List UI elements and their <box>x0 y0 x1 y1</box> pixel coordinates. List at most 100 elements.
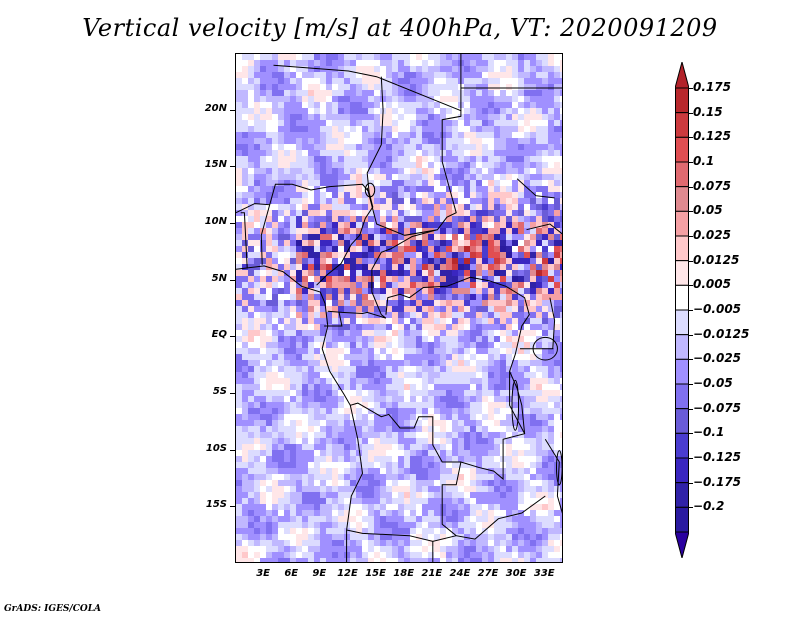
field-cell <box>416 96 422 102</box>
field-cell <box>380 192 386 198</box>
field-cell <box>338 408 344 414</box>
field-cell <box>410 246 416 252</box>
field-cell <box>398 138 404 144</box>
field-cell <box>320 480 326 486</box>
field-cell <box>404 210 410 216</box>
field-cell <box>506 204 512 210</box>
field-cell <box>392 222 398 228</box>
field-cell <box>296 222 302 228</box>
field-cell <box>290 522 296 528</box>
field-cell <box>434 60 440 66</box>
field-cell <box>332 522 338 528</box>
field-cell <box>470 498 476 504</box>
field-cell <box>518 324 524 330</box>
field-cell <box>434 312 440 318</box>
field-cell <box>476 486 482 492</box>
field-cell <box>446 72 452 78</box>
field-cell <box>512 162 518 168</box>
field-cell <box>542 372 548 378</box>
field-cell <box>320 84 326 90</box>
field-cell <box>410 78 416 84</box>
field-cell <box>386 402 392 408</box>
field-cell <box>428 186 434 192</box>
field-cell <box>422 270 428 276</box>
field-cell <box>314 120 320 126</box>
field-cell <box>278 240 284 246</box>
field-cell <box>332 402 338 408</box>
field-cell <box>248 198 254 204</box>
field-cell <box>392 426 398 432</box>
field-cell <box>530 264 536 270</box>
field-cell <box>272 162 278 168</box>
field-cell <box>416 462 422 468</box>
field-cell <box>266 258 272 264</box>
field-cell <box>470 540 476 546</box>
field-cell <box>446 60 452 66</box>
field-cell <box>386 522 392 528</box>
field-cell <box>380 234 386 240</box>
field-cell <box>242 120 248 126</box>
field-cell <box>500 270 506 276</box>
field-cell <box>464 408 470 414</box>
field-cell <box>272 300 278 306</box>
field-cell <box>374 186 380 192</box>
field-cell <box>554 186 560 192</box>
field-cell <box>416 432 422 438</box>
field-cell <box>542 384 548 390</box>
field-cell <box>536 174 542 180</box>
field-cell <box>422 354 428 360</box>
field-cell <box>512 198 518 204</box>
field-cell <box>332 198 338 204</box>
field-cell <box>350 372 356 378</box>
field-cell <box>548 522 554 528</box>
field-cell <box>410 258 416 264</box>
field-cell <box>338 354 344 360</box>
field-cell <box>332 264 338 270</box>
field-cell <box>536 144 542 150</box>
field-cell <box>278 222 284 228</box>
field-cell <box>260 204 266 210</box>
field-cell <box>338 450 344 456</box>
field-cell <box>260 498 266 504</box>
field-cell <box>302 336 308 342</box>
field-cell <box>500 240 506 246</box>
field-cell <box>338 300 344 306</box>
field-cell <box>530 342 536 348</box>
field-cell <box>260 270 266 276</box>
field-cell <box>398 546 404 552</box>
field-cell <box>356 384 362 390</box>
field-cell <box>434 204 440 210</box>
field-cell <box>380 258 386 264</box>
field-cell <box>320 546 326 552</box>
field-cell <box>518 444 524 450</box>
field-cell <box>458 462 464 468</box>
field-cell <box>320 234 326 240</box>
field-cell <box>254 378 260 384</box>
field-cell <box>536 264 542 270</box>
field-cell <box>530 90 536 96</box>
field-cell <box>488 114 494 120</box>
field-cell <box>458 168 464 174</box>
field-cell <box>446 384 452 390</box>
field-cell <box>266 474 272 480</box>
field-cell <box>548 192 554 198</box>
field-cell <box>332 144 338 150</box>
field-cell <box>542 432 548 438</box>
field-cell <box>560 66 562 72</box>
field-cell <box>272 198 278 204</box>
field-cell <box>356 192 362 198</box>
field-cell <box>272 204 278 210</box>
field-cell <box>374 318 380 324</box>
field-cell <box>458 438 464 444</box>
field-cell <box>536 432 542 438</box>
field-cell <box>434 390 440 396</box>
field-cell <box>380 480 386 486</box>
field-cell <box>296 498 302 504</box>
field-cell <box>404 186 410 192</box>
field-cell <box>236 402 242 408</box>
field-cell <box>398 312 404 318</box>
field-cell <box>416 354 422 360</box>
field-cell <box>380 216 386 222</box>
field-cell <box>254 492 260 498</box>
field-cell <box>290 204 296 210</box>
